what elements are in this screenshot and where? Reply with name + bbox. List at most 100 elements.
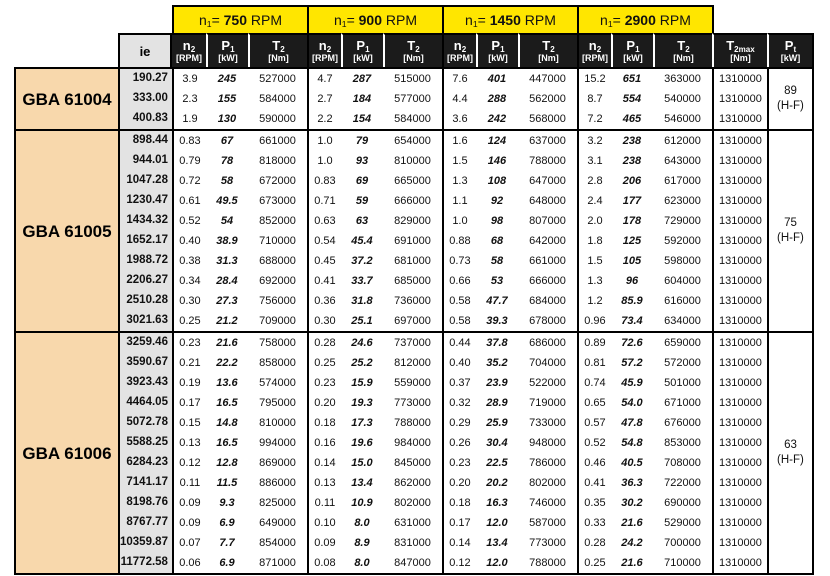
table-row: 10359.87 0.07 7.7 854000 0.09 8.9 831000 0.14 13… [14, 533, 814, 553]
t2-cell: 673000 [259, 194, 296, 207]
p1-cell: 125 [622, 234, 642, 247]
t2-cell: 665000 [394, 174, 431, 187]
t2max-cell: 1310000 [711, 373, 767, 393]
ie-cell: 7141.17 [118, 473, 172, 493]
p1-cell: 58 [490, 254, 504, 267]
p1-cell: 12.8 [216, 456, 238, 469]
p1-cell: 73.4 [621, 314, 643, 327]
t2-cell: 587000 [529, 516, 566, 529]
t2max-cell: 1310000 [711, 129, 767, 151]
p1-cell: 37.2 [351, 254, 373, 267]
t2-cell: 647000 [529, 174, 566, 187]
p1-cell: 15.9 [351, 376, 373, 389]
n2-cell: 0.17 [171, 393, 206, 413]
ie-cell: 400.83 [118, 109, 172, 129]
t2max-cell: 1310000 [711, 493, 767, 513]
n2-cell: 1.0 [441, 211, 476, 231]
t2-cell: 634000 [664, 314, 701, 327]
n2-cell: 0.19 [171, 373, 206, 393]
n2-cell: 0.08 [306, 553, 341, 575]
p1-cell: 401 [475, 67, 518, 89]
table-row: 1652.17 0.40 38.9 710000 0.54 45.4 691000 0.88 6… [14, 231, 814, 251]
p1-cell: 68 [490, 234, 504, 247]
ie-cell: 1434.32 [118, 211, 172, 231]
p1-cell: 98 [490, 214, 504, 227]
t2-cell: 802000 [529, 476, 566, 489]
t2-cell: 788000 [517, 553, 577, 575]
n2-cell: 0.23 [441, 453, 476, 473]
t2-cell: 807000 [529, 214, 566, 227]
p1-cell: 23.9 [486, 376, 508, 389]
col-header-n2-900rpm: n2 [RPM] [306, 33, 341, 67]
t2-cell: 994000 [259, 436, 296, 449]
n2-cell: 0.81 [576, 353, 611, 373]
t2-cell: 829000 [394, 214, 431, 227]
p1-cell: 37.8 [475, 331, 518, 353]
n2-cell: 0.09 [306, 533, 341, 553]
n2-cell: 0.18 [306, 413, 341, 433]
p1-cell: 21.6 [205, 331, 248, 353]
ie-cell: 5588.25 [118, 433, 172, 453]
p1-cell: 20.2 [486, 476, 508, 489]
t2-cell: 700000 [664, 536, 701, 549]
model-cell: GBA 61005 [14, 129, 118, 331]
t2-cell: 612000 [652, 129, 712, 151]
t2-cell: 604000 [664, 274, 701, 287]
p1-cell: 178 [622, 214, 642, 227]
p1-cell: 72.6 [610, 331, 653, 353]
model-cell: GBA 61004 [14, 67, 118, 129]
t2max-cell: 1310000 [711, 171, 767, 191]
n2-cell: 8.7 [576, 89, 611, 109]
speed-header-750rpm: n1= 750 RPM [171, 5, 307, 33]
n2-cell: 7.6 [441, 67, 476, 89]
n2-cell: 0.83 [171, 129, 206, 151]
p1-cell: 12.0 [486, 516, 508, 529]
t2-cell: 847000 [382, 553, 442, 575]
ie-cell: 3259.46 [118, 331, 172, 353]
p1-cell: 28.4 [216, 274, 238, 287]
col-header-p1-2900rpm: P1 [kW] [610, 33, 653, 67]
t2-cell: 871000 [247, 553, 307, 575]
p1-cell: 108 [487, 174, 507, 187]
p1-cell: 35.2 [486, 356, 508, 369]
col-header-t2-750rpm: T2 [Nm] [247, 33, 307, 67]
col-header-t2-900rpm: T2 [Nm] [382, 33, 442, 67]
p1-cell: 85.9 [621, 294, 643, 307]
t2-cell: 831000 [394, 536, 431, 549]
p1-cell: 7.7 [219, 536, 235, 549]
table-header: n1= 750 RPM n1= 900 RPM n1= 1450 RPM n1= 29… [14, 5, 814, 67]
p1-cell: 19.3 [351, 396, 373, 409]
n2-cell: 0.30 [306, 311, 341, 331]
table-row: 944.01 0.79 78 818000 1.0 93 810000 1.5 146 78800… [14, 151, 814, 171]
t2-cell: 661000 [247, 129, 307, 151]
p1-cell: 31.3 [216, 254, 238, 267]
t2max-cell: 1310000 [711, 291, 767, 311]
n2-cell: 0.35 [576, 493, 611, 513]
t2-cell: 584000 [394, 112, 431, 125]
p1-cell: 21.6 [610, 553, 653, 575]
table-row: 333.00 2.3 155 584000 2.7 184 577000 4.4 288 5620… [14, 89, 814, 109]
n2-cell: 0.89 [576, 331, 611, 353]
n2-cell: 0.14 [306, 453, 341, 473]
ie-cell: 1230.47 [118, 191, 172, 211]
p1-cell: 124 [475, 129, 518, 151]
p1-cell: 651 [610, 67, 653, 89]
n2-cell: 0.28 [576, 533, 611, 553]
col-header-t2max: T2max [Nm] [711, 33, 767, 67]
t2-cell: 501000 [664, 376, 701, 389]
p1-cell: 13.4 [486, 536, 508, 549]
t2max-cell: 1310000 [711, 553, 767, 575]
t2-cell: 773000 [394, 396, 431, 409]
table-row: 1988.72 0.38 31.3 688000 0.45 37.2 681000 0.73 5… [14, 251, 814, 271]
t2-cell: 592000 [664, 234, 701, 247]
t2-cell: 697000 [394, 314, 431, 327]
col-header-n2-1450rpm: n2 [RPM] [441, 33, 476, 67]
n2-cell: 2.8 [576, 171, 611, 191]
table-row: GBA 61005 898.44 0.83 67 661000 1.0 79 654000 1.… [14, 129, 814, 331]
n2-cell: 1.2 [576, 291, 611, 311]
p1-cell: 16.3 [486, 496, 508, 509]
n2-cell: 0.58 [441, 291, 476, 311]
t2max-cell: 1310000 [711, 533, 767, 553]
t2-cell: 886000 [259, 476, 296, 489]
t2-cell: 363000 [652, 67, 712, 89]
